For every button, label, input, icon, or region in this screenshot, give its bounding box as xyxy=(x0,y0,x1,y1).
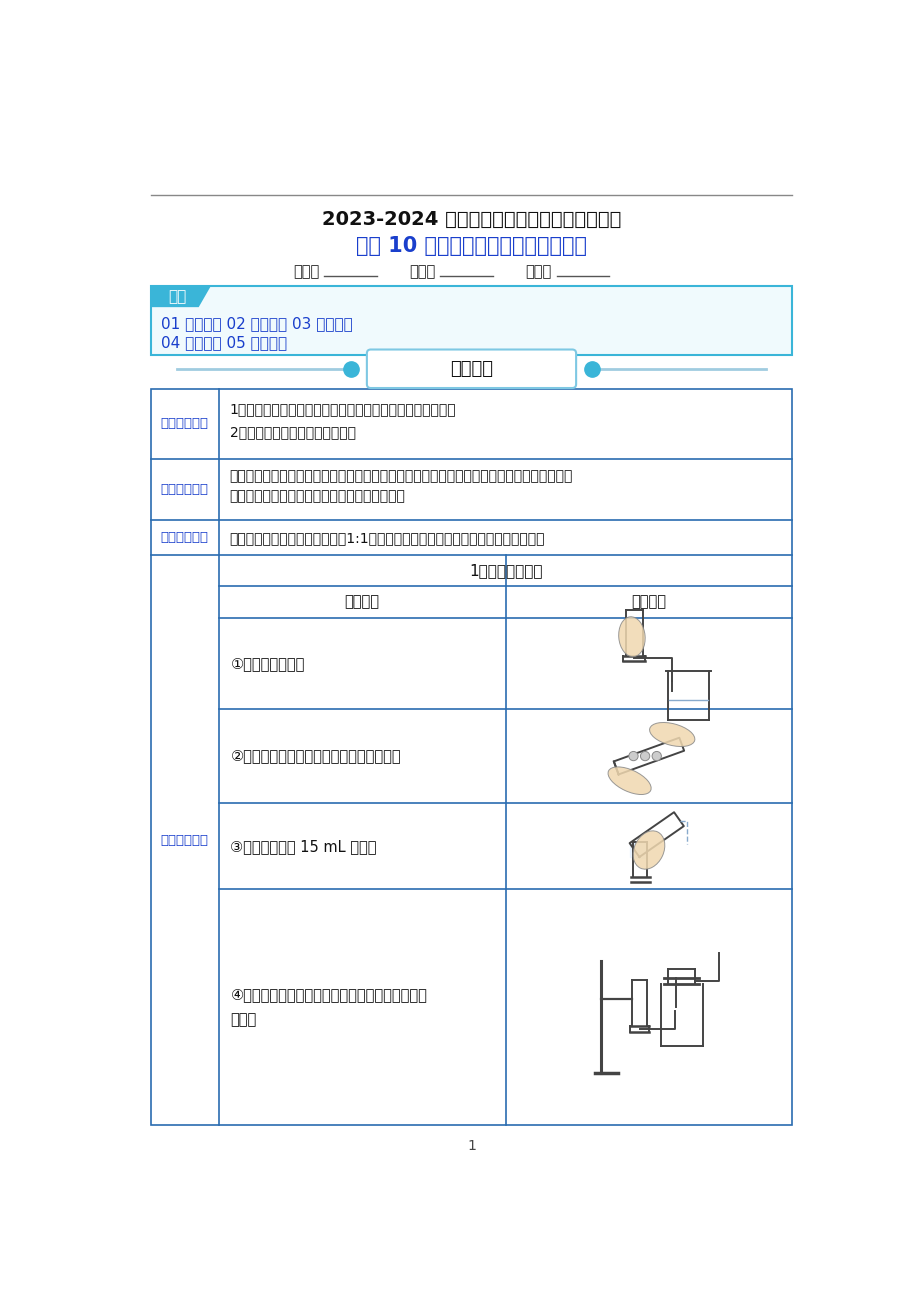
Text: ③向试管里注入 15 mL 稀盐酸: ③向试管里注入 15 mL 稀盐酸 xyxy=(231,838,377,854)
Ellipse shape xyxy=(649,723,694,746)
Text: ①连接装置，检查: ①连接装置，检查 xyxy=(231,656,304,671)
Text: 2．加深对二氧化碳性质的认识。: 2．加深对二氧化碳性质的认识。 xyxy=(230,424,356,439)
Text: 学号：: 学号： xyxy=(525,264,551,279)
Text: 目录: 目录 xyxy=(168,289,187,303)
Text: 烧杯、集气瓶、量筒、玻璃导管、胶皮管、单孔橡皮塞、铁架台（带铁夹）、试管、试管夹、: 烧杯、集气瓶、量筒、玻璃导管、胶皮管、单孔橡皮塞、铁架台（带铁夹）、试管、试管夹… xyxy=(230,469,573,483)
Text: 玻璃片、酒精灯、镊子、木条、火柴、胶头滴管: 玻璃片、酒精灯、镊子、木条、火柴、胶头滴管 xyxy=(230,488,405,503)
Text: 1．练习实验室里制取二氧化碳和用向上排空气法收集气体。: 1．练习实验室里制取二氧化碳和用向上排空气法收集气体。 xyxy=(230,402,456,415)
Circle shape xyxy=(629,751,638,760)
Text: ④用向上排空气法收集气体，并验满，用玻璃片盖: ④用向上排空气法收集气体，并验满，用玻璃片盖 xyxy=(231,987,427,1003)
Ellipse shape xyxy=(632,831,664,870)
Ellipse shape xyxy=(618,617,644,656)
FancyBboxPatch shape xyxy=(367,349,575,388)
Circle shape xyxy=(652,751,661,760)
Text: 住备用: 住备用 xyxy=(231,1012,256,1027)
Polygon shape xyxy=(151,285,210,307)
Text: 【实验试剂】: 【实验试剂】 xyxy=(161,531,209,544)
Text: 姓名：: 姓名： xyxy=(293,264,319,279)
Text: ②在试管里放入几小块大理石（或石灰石）: ②在试管里放入几小块大理石（或石灰石） xyxy=(231,749,401,763)
Text: 实验图示: 实验图示 xyxy=(630,595,665,609)
Text: 大理石（或石灰石）、稀盐酸（1:1）、澄清石灰水、紫色石蕊溶液、蜡烛、蒸馏水: 大理石（或石灰石）、稀盐酸（1:1）、澄清石灰水、紫色石蕊溶液、蜡烛、蒸馏水 xyxy=(230,531,545,544)
Bar xyxy=(151,285,791,355)
Circle shape xyxy=(640,751,649,760)
Text: 2023-2024 学年九年级化学上册教材同步实验: 2023-2024 学年九年级化学上册教材同步实验 xyxy=(322,210,620,229)
Bar xyxy=(151,389,791,1125)
Text: 实验梳理: 实验梳理 xyxy=(449,359,493,378)
Text: 04 对点训练 05 真题感悟: 04 对点训练 05 真题感悟 xyxy=(162,335,288,350)
Text: 班级：: 班级： xyxy=(409,264,436,279)
Ellipse shape xyxy=(607,767,651,794)
Text: 【实验步骤】: 【实验步骤】 xyxy=(161,833,209,846)
Text: 【实验仪器】: 【实验仪器】 xyxy=(161,483,209,496)
Text: 【实验目的】: 【实验目的】 xyxy=(161,418,209,431)
Text: 1．制取二氧化碳: 1．制取二氧化碳 xyxy=(469,562,542,578)
Text: 实验 10 二氧化碳的实验室制取与性质: 实验 10 二氧化碳的实验室制取与性质 xyxy=(356,236,586,255)
Text: 操作步骤: 操作步骤 xyxy=(345,595,380,609)
Text: 1: 1 xyxy=(467,1139,475,1152)
Text: 01 实验梳理 02 实验点拨 03 典例分析: 01 实验梳理 02 实验点拨 03 典例分析 xyxy=(162,316,353,332)
